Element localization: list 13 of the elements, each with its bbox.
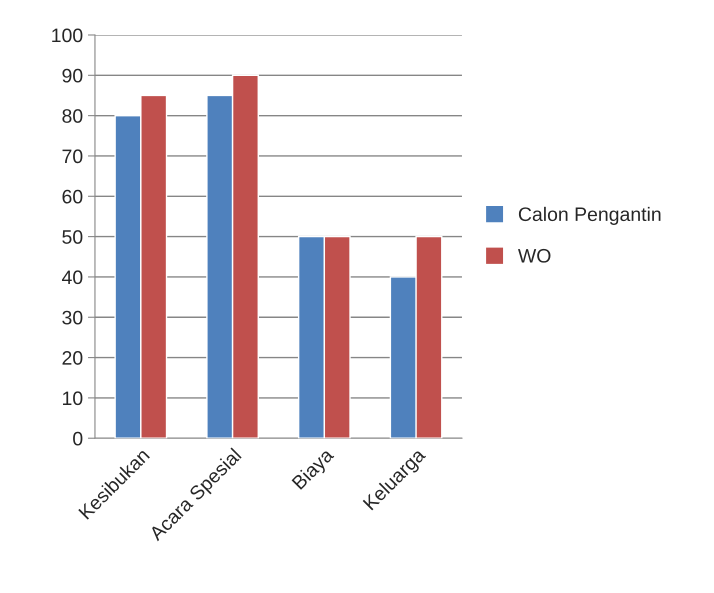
y-tick-label: 0	[73, 432, 82, 446]
legend-label: Calon Pengantin	[518, 206, 660, 225]
y-tick-label: 50	[62, 230, 82, 244]
y-tick-label: 100	[52, 28, 82, 42]
y-tick-label: 40	[62, 270, 82, 284]
y-tick-label: 70	[62, 149, 82, 164]
y-tick-label: 60	[62, 190, 82, 204]
legend-label: WO	[518, 248, 550, 263]
y-tick-label: 20	[62, 351, 82, 365]
y-tick-label: 30	[62, 310, 82, 324]
y-tick-label: 90	[62, 68, 82, 83]
y-tick-label: 10	[63, 391, 82, 406]
y-tick-label: 80	[62, 109, 82, 123]
